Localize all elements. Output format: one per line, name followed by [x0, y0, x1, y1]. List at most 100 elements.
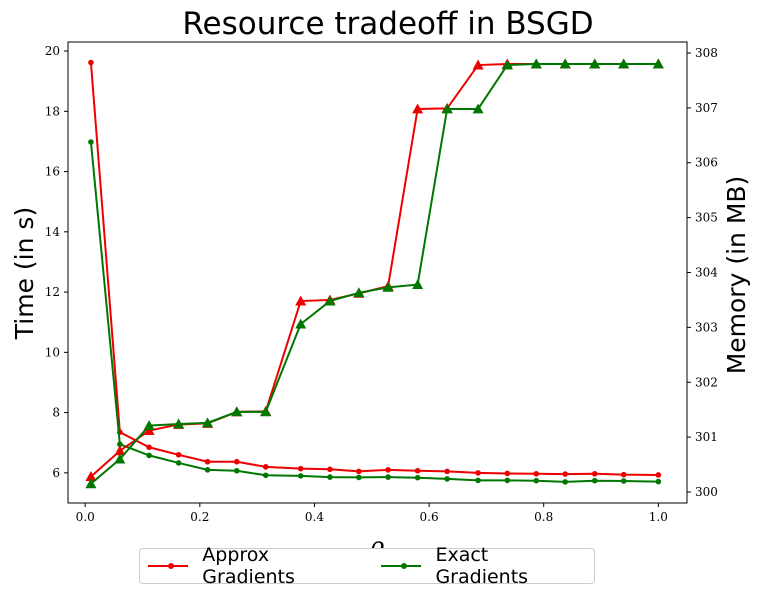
point-exact-gradients-memory-8	[324, 295, 336, 306]
point-exact-gradients-memory-3	[173, 418, 185, 429]
point-exact-gradients-time-6	[262, 472, 269, 479]
series-line-approx-gradients-time	[89, 62, 659, 476]
y-right-tick-label-6: 306	[695, 156, 718, 170]
point-exact-gradients-memory-18	[618, 58, 630, 69]
legend: Approx Gradients Exact Gradients	[139, 544, 595, 588]
point-approx-gradients-memory-1	[114, 445, 126, 456]
y-left-tick-label-3: 12	[45, 285, 60, 299]
point-approx-gradients-time-8	[327, 466, 333, 473]
point-exact-gradients-memory-6	[260, 406, 272, 417]
point-approx-gradients-memory-0	[85, 471, 97, 482]
x-tick-label-0: 0.0	[76, 510, 95, 524]
y-right-tick-label-8: 308	[695, 46, 718, 60]
chart-title: Resource tradeoff in BSGD	[182, 6, 593, 42]
point-approx-gradients-time-11	[414, 467, 421, 474]
x-tick-label-3: 0.6	[420, 510, 439, 524]
point-approx-gradients-time-3	[175, 451, 182, 458]
point-exact-gradients-time-15	[533, 477, 540, 484]
point-exact-gradients-time-5	[233, 467, 240, 474]
point-approx-gradients-memory-13	[472, 59, 484, 70]
point-exact-gradients-memory-16	[559, 58, 571, 69]
legend-swatch-exact	[381, 559, 422, 573]
point-approx-gradients-time-4	[204, 458, 211, 465]
point-approx-gradients-memory-7	[295, 295, 307, 306]
series-layer	[85, 58, 664, 489]
legend-swatch-approx	[148, 559, 189, 573]
point-approx-gradients-memory-11	[412, 103, 424, 114]
point-approx-gradients-time-13	[475, 470, 481, 476]
point-exact-gradients-time-18	[620, 478, 627, 484]
point-exact-gradients-memory-0	[85, 478, 97, 489]
point-exact-gradients-time-10	[385, 474, 391, 480]
point-approx-gradients-time-15	[533, 470, 540, 477]
point-exact-gradients-time-2	[146, 452, 152, 459]
x-tick-label-1: 0.2	[190, 510, 209, 524]
y-left-tick-label-7: 20	[45, 44, 60, 58]
legend-label-approx: Approx Gradients	[202, 544, 295, 588]
point-exact-gradients-memory-10	[382, 281, 394, 292]
point-exact-gradients-time-8	[327, 474, 333, 480]
y-right-tick-label-3: 303	[695, 320, 718, 334]
point-exact-gradients-time-14	[504, 477, 511, 484]
y-left-tick-label-2: 10	[45, 345, 60, 359]
point-exact-gradients-time-13	[475, 477, 481, 484]
point-exact-gradients-memory-17	[589, 58, 601, 69]
point-exact-gradients-time-12	[444, 476, 450, 482]
point-approx-gradients-time-16	[562, 471, 569, 477]
y-right-tick-label-7: 307	[695, 101, 718, 115]
point-approx-gradients-time-5	[233, 458, 240, 465]
y-left-tick-label-0: 6	[52, 466, 60, 480]
point-exact-gradients-memory-15	[530, 58, 542, 69]
x-tick-label-2: 0.4	[305, 510, 324, 524]
point-exact-gradients-time-9	[356, 474, 362, 481]
y-axis-label-right: Memory (in MB)	[722, 176, 751, 375]
y-axis-label-left: Time (in s)	[10, 207, 39, 340]
point-exact-gradients-time-17	[591, 477, 598, 484]
point-approx-gradients-time-19	[655, 472, 662, 478]
point-approx-gradients-time-18	[620, 471, 627, 478]
point-exact-gradients-memory-19	[652, 58, 664, 69]
x-tick-label-5: 1.0	[649, 510, 668, 524]
point-approx-gradients-time-7	[297, 465, 304, 472]
point-approx-gradients-time-9	[356, 468, 362, 475]
point-exact-gradients-time-11	[414, 474, 421, 481]
legend-item-exact: Exact Gradients	[381, 544, 568, 588]
y-right-tick-label-5: 305	[695, 211, 718, 225]
plot-frame	[67, 41, 688, 504]
series-line-exact-gradients-memory	[90, 62, 659, 485]
series-line-exact-gradients-time	[89, 141, 659, 483]
y-right-tick-label-4: 304	[695, 266, 718, 280]
point-exact-gradients-memory-12	[441, 103, 453, 114]
y-left-tick-label-6: 18	[45, 104, 60, 118]
point-exact-gradients-memory-9	[353, 287, 365, 298]
series-line-approx-gradients-memory	[90, 62, 659, 478]
point-exact-gradients-time-1	[117, 441, 123, 448]
y-left-tick-label-1: 8	[52, 406, 60, 420]
point-exact-gradients-memory-7	[295, 318, 307, 329]
point-approx-gradients-time-10	[385, 467, 391, 473]
point-exact-gradients-time-19	[655, 478, 662, 485]
point-exact-gradients-memory-14	[501, 59, 513, 70]
y-left-tick-label-5: 16	[45, 165, 60, 179]
point-exact-gradients-time-3	[175, 460, 182, 466]
point-exact-gradients-time-0	[88, 139, 94, 145]
point-exact-gradients-time-7	[297, 473, 304, 479]
point-exact-gradients-memory-2	[143, 420, 155, 431]
legend-item-approx: Approx Gradients	[148, 544, 347, 588]
point-exact-gradients-memory-1	[114, 453, 126, 464]
y-left-tick-label-4: 14	[45, 225, 61, 239]
point-approx-gradients-time-6	[262, 464, 269, 470]
legend-label-exact: Exact Gradients	[435, 544, 529, 588]
point-exact-gradients-memory-11	[412, 279, 424, 289]
y-right-tick-label-2: 302	[695, 375, 718, 389]
point-exact-gradients-time-16	[562, 479, 569, 485]
point-exact-gradients-memory-5	[231, 406, 243, 417]
point-exact-gradients-time-4	[204, 467, 211, 473]
y-right-tick-label-0: 300	[695, 485, 718, 499]
y-right-tick-label-1: 301	[695, 430, 718, 444]
point-exact-gradients-memory-13	[472, 103, 484, 114]
x-axis: 0.0 0.2 0.4 0.6 0.8 1.0	[76, 503, 668, 524]
point-approx-gradients-time-17	[591, 470, 598, 477]
point-approx-gradients-time-12	[444, 468, 450, 475]
